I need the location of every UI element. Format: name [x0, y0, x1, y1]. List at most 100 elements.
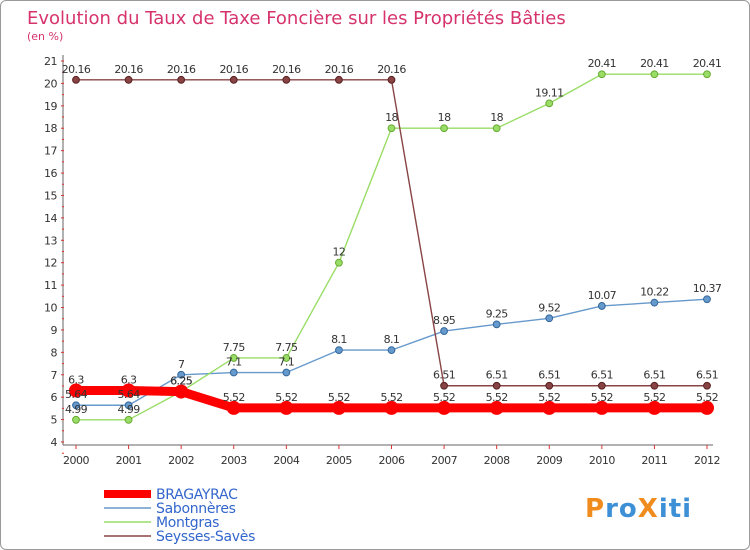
data-point: [124, 401, 133, 410]
x-tick-label: 2006: [379, 454, 405, 467]
data-point: [331, 400, 346, 415]
data-point: [700, 400, 714, 415]
x-tick-label: 2009: [536, 454, 562, 467]
x-tick-label: 2010: [589, 454, 615, 467]
data-point: [72, 401, 80, 410]
data-label: 7.1: [226, 356, 242, 369]
data-point: [69, 383, 83, 398]
data-label: 5.52: [696, 391, 718, 404]
y-tick-label: 6: [51, 391, 58, 404]
data-point: [492, 124, 501, 133]
data-label: 20.16: [377, 63, 406, 76]
data-point: [597, 381, 606, 390]
y-tick-label: 20: [44, 77, 57, 90]
data-label: 8.1: [384, 333, 400, 346]
data-label: 4.99: [65, 403, 88, 416]
x-tick-label: 2012: [694, 454, 720, 467]
data-label: 20.41: [693, 57, 722, 70]
data-label: 5.52: [328, 391, 350, 404]
y-tick-label: 14: [44, 212, 57, 225]
y-tick-label: 16: [44, 167, 57, 180]
data-label: 5.52: [591, 391, 613, 404]
data-point: [229, 75, 238, 84]
x-tick-label: 2003: [221, 454, 247, 467]
data-point: [545, 99, 554, 108]
data-label: 9.25: [486, 307, 509, 320]
data-point: [124, 75, 133, 84]
data-label: 7.75: [223, 341, 246, 354]
data-label: 20.16: [114, 63, 143, 76]
data-point: [72, 415, 80, 424]
y-tick-label: 17: [44, 145, 57, 158]
y-tick-label: 19: [44, 100, 57, 113]
chart-title: Evolution du Taux de Taxe Foncière sur l…: [27, 8, 566, 29]
data-point: [647, 400, 662, 415]
y-tick-label: 11: [44, 279, 57, 292]
x-tick-label: 2001: [116, 454, 142, 467]
legend-label-2: Montgras: [156, 515, 219, 531]
data-label: 5.64: [65, 388, 88, 401]
data-labels-layer: 6.3 6.3 6.25 5.52 5.52 5.52 5.52 5.52 5.52 5.52 5.…: [62, 57, 723, 416]
data-point: [597, 70, 606, 79]
logo-letter: r: [605, 494, 619, 524]
data-point: [650, 381, 659, 390]
logo-letter: t: [669, 494, 682, 524]
data-point: [492, 381, 501, 390]
data-label: 19.11: [535, 86, 564, 99]
data-point: [703, 381, 711, 390]
data-label: 20.16: [62, 63, 91, 76]
data-point: [440, 381, 448, 390]
legend-label-3: Seysses-Savès: [156, 529, 255, 545]
data-label: 6.51: [643, 369, 665, 382]
data-label: 10.37: [693, 282, 722, 295]
data-point: [387, 124, 396, 133]
data-label: 5.52: [275, 391, 297, 404]
y-tick-label: 4: [51, 436, 58, 449]
data-label: 9.52: [538, 301, 560, 314]
chart-unit-label: (en %): [27, 30, 63, 43]
x-tick-label: 2004: [273, 454, 299, 467]
data-point: [650, 298, 659, 307]
data-point: [384, 400, 399, 415]
data-point: [177, 75, 186, 84]
data-point: [174, 384, 189, 399]
data-label: 10.07: [588, 289, 617, 302]
data-label: 6.51: [591, 369, 613, 382]
data-point: [594, 400, 609, 415]
data-label: 8.95: [433, 314, 456, 327]
data-point: [703, 70, 711, 79]
y-tick-label: 5: [51, 414, 58, 427]
proxiti-logo: ProXiti: [585, 494, 692, 524]
data-point: [440, 327, 448, 335]
data-label: 6.3: [68, 373, 84, 386]
data-label: 6.25: [170, 375, 193, 388]
data-label: 20.16: [220, 63, 249, 76]
data-point: [121, 383, 136, 398]
x-tick-label: 2007: [431, 454, 457, 467]
data-label: 10.22: [640, 286, 669, 299]
data-point: [437, 400, 452, 415]
data-label: 6.51: [433, 369, 455, 382]
data-point: [72, 75, 80, 84]
x-tick-label: 2000: [63, 454, 89, 467]
x-tick-label: 2005: [326, 454, 352, 467]
data-point: [542, 400, 557, 415]
data-label: 5.52: [486, 391, 508, 404]
data-point: [492, 320, 501, 329]
data-point: [545, 381, 554, 390]
data-label: 20.41: [588, 57, 617, 70]
logo-letter: i: [682, 494, 692, 524]
data-label: 6.3: [121, 373, 137, 386]
legend-label-0: BRAGAYRAC: [156, 487, 238, 503]
data-point: [545, 314, 554, 323]
logo-letter: i: [659, 494, 669, 524]
x-tick-label: 2008: [484, 454, 510, 467]
data-label: 18: [490, 111, 503, 124]
y-tick-label: 12: [44, 257, 57, 270]
logo-letter: X: [638, 494, 659, 524]
data-point: [597, 302, 606, 310]
data-point: [282, 75, 291, 84]
